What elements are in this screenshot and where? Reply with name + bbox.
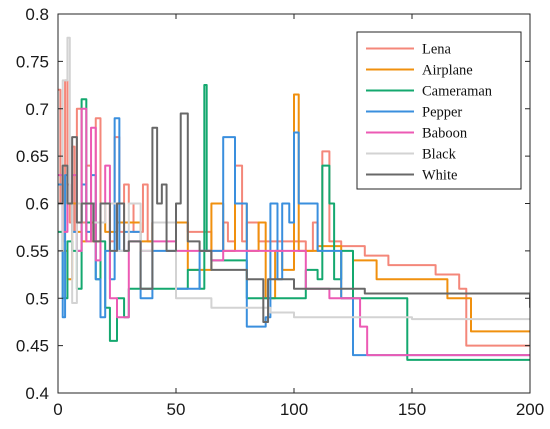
x-tick-label: 200 bbox=[516, 400, 544, 419]
y-tick-label: 0.8 bbox=[25, 5, 49, 24]
y-tick-label: 0.45 bbox=[16, 337, 49, 356]
x-tick-label: 50 bbox=[167, 400, 186, 419]
y-tick-label: 0.5 bbox=[25, 289, 49, 308]
series-layer bbox=[58, 36, 530, 361]
legend: Lena Airplane Cameraman Pepper Baboon Black Wh… bbox=[356, 31, 522, 190]
legend-label-white: White bbox=[422, 168, 457, 184]
legend-label-black: Black bbox=[422, 147, 457, 163]
legend-label-pepper: Pepper bbox=[422, 105, 462, 121]
y-tick-label: 0.7 bbox=[25, 100, 49, 119]
x-tick-label: 150 bbox=[398, 400, 426, 419]
series-line-white bbox=[58, 112, 530, 323]
y-tick-label: 0.4 bbox=[25, 384, 49, 403]
x-tick-label: 100 bbox=[280, 400, 308, 419]
y-tick-label: 0.75 bbox=[16, 52, 49, 71]
legend-label-airplane: Airplane bbox=[422, 63, 473, 79]
legend-label-baboon: Baboon bbox=[422, 126, 468, 142]
y-tick-label: 0.6 bbox=[25, 195, 49, 214]
x-tick-label: 0 bbox=[53, 400, 62, 419]
axis-ticks: 0 50 100 150 200 0.4 0.45 0.5 0.55 0.6 0.65 0.7 0.75… bbox=[16, 5, 544, 419]
series-line-black bbox=[58, 36, 530, 321]
y-tick-label: 0.55 bbox=[16, 242, 49, 261]
legend-label-lena: Lena bbox=[422, 42, 452, 58]
legend-label-cameraman: Cameraman bbox=[422, 84, 493, 100]
y-tick-label: 0.65 bbox=[16, 147, 49, 166]
